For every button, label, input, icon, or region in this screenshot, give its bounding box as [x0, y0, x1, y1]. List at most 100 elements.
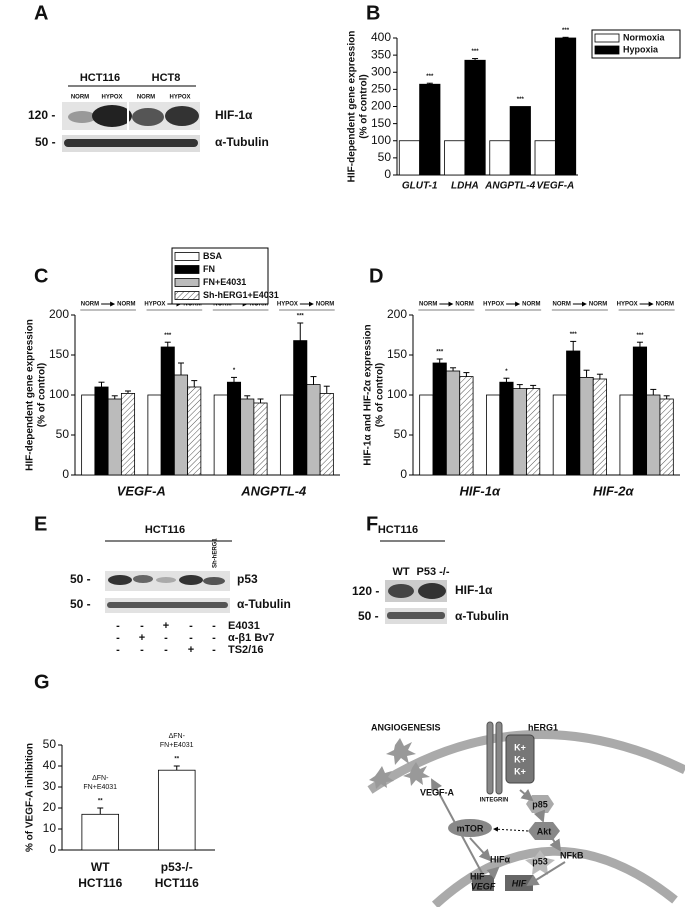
y-tick-label: 0 [384, 167, 391, 181]
bar [120, 392, 136, 476]
chart: B 0 50 100 150 200 250 300 350 400 HIF-dependent g… [347, 2, 681, 192]
y-tick-label: 150 [371, 116, 391, 130]
marker: 50 - [35, 135, 56, 149]
gene-label: HIF-1α [459, 483, 501, 498]
band [203, 577, 225, 585]
group-from: HYPOX [277, 302, 298, 308]
burst [386, 738, 416, 765]
cell-line: HCT8 [152, 72, 181, 84]
legend-label: Sh-hERG1+E4031 [203, 290, 279, 300]
treatment-sign: - [189, 632, 193, 644]
legend-label: BSA [203, 251, 223, 261]
legend-swatch [174, 265, 200, 274]
diagram-label: HIFα [490, 854, 510, 864]
diagram-label: HIF [512, 878, 527, 888]
panel-a: A HCT116 HCT8 NORM HYPOX NORM HYPOX 120 … [28, 2, 269, 152]
group-to: NORM [589, 302, 607, 308]
panel-e: E HCT116 Sh-hERG1 50 - 50 - p53 α-Tubuli… [34, 513, 291, 613]
integrin [495, 721, 503, 795]
significance: ** [98, 799, 103, 805]
bar [319, 392, 334, 476]
y-tick-label: 400 [371, 30, 391, 44]
diagram-label: Akt [537, 826, 552, 836]
y-tick-label: 150 [49, 347, 69, 361]
bar [512, 388, 527, 476]
y-tick-label: 100 [49, 387, 69, 401]
y-tick-label: 30 [43, 779, 57, 793]
cell-line: HCT116 [80, 72, 120, 84]
arrow [533, 809, 546, 823]
y-tick-label: 250 [371, 82, 391, 96]
x-tick-label: WT [91, 860, 110, 874]
bar [81, 813, 120, 851]
panel-label: D [369, 265, 383, 287]
x-tick-sublabel: HCT116 [155, 876, 199, 890]
band [418, 583, 446, 599]
y-axis-label: HIF-dependent gene expression [347, 31, 358, 183]
treatment-name: TS2/16 [228, 644, 263, 656]
y-tick-label: 150 [387, 347, 407, 361]
marker: 50 - [70, 597, 91, 611]
treatment-sign: - [140, 644, 144, 656]
burst [369, 766, 394, 789]
group-from: NORM [81, 302, 99, 308]
bar [432, 362, 447, 476]
mtor-node [448, 819, 492, 837]
significance: * [505, 369, 508, 375]
lane-label: WT [392, 566, 409, 578]
y-tick-label: 10 [43, 821, 57, 835]
arrow [493, 826, 529, 832]
legend-swatch [174, 278, 200, 287]
cell-line: HCT116 [378, 524, 418, 536]
treatment-sign: - [116, 632, 120, 644]
significance: * [233, 368, 236, 374]
y-axis-label: (% of control) [37, 363, 48, 427]
x-tick-label: GLUT-1 [402, 181, 438, 192]
y-tick-label: 40 [43, 758, 57, 772]
y-tick-label: 50 [378, 150, 392, 164]
legend-swatch [174, 291, 200, 300]
treatment-sign: - [116, 644, 120, 656]
band [388, 584, 414, 598]
group-to: NORM [183, 302, 201, 308]
x-tick-label: LDHA [451, 181, 479, 192]
chart: C 0 50 100 150 200 HIF-dependent gene expressi… [25, 247, 340, 498]
bar [253, 402, 268, 476]
bar [173, 374, 189, 476]
diagram-label: VEGF-A [420, 787, 455, 797]
treatment-sign: - [212, 632, 216, 644]
panel-f: F HCT116 WT P53 -/- 120 - 50 - HIF-1α α-… [352, 513, 509, 624]
y-tick-label: 50 [56, 427, 70, 441]
legend-swatch [594, 45, 620, 55]
x-tick-label: VEGF-A [536, 181, 574, 192]
significance: ** [174, 757, 179, 763]
legend-swatch [174, 252, 200, 261]
bar [226, 381, 242, 476]
y-tick-label: 350 [371, 47, 391, 61]
significance: *** [472, 49, 480, 55]
chart: G 0 10 20 30 40 50 % of VEGF-A inhibition WT HCT1… [25, 671, 215, 890]
annotation: ΔFN- [169, 733, 186, 740]
legend-label: Normoxia [623, 32, 666, 42]
bar [486, 394, 501, 476]
diagram-label: HIF [470, 871, 485, 881]
group-from: HYPOX [617, 302, 638, 308]
hif-box [505, 875, 533, 891]
treatment-sign: - [189, 620, 193, 632]
bar [187, 386, 202, 476]
treatment-sign: + [163, 620, 169, 632]
y-tick-label: 0 [49, 842, 56, 856]
y-axis-label: (% of control) [375, 363, 386, 427]
bar [619, 394, 634, 476]
band [64, 139, 198, 147]
treatment-sign: + [139, 632, 145, 644]
band [92, 105, 132, 127]
diagram-label: ANGIOGENESIS [371, 722, 441, 732]
bar [499, 381, 514, 476]
bar [509, 106, 531, 176]
treatment-sign: - [212, 644, 216, 656]
lane-label: NORM [137, 95, 155, 101]
bar [160, 346, 175, 476]
significance: *** [297, 314, 305, 320]
